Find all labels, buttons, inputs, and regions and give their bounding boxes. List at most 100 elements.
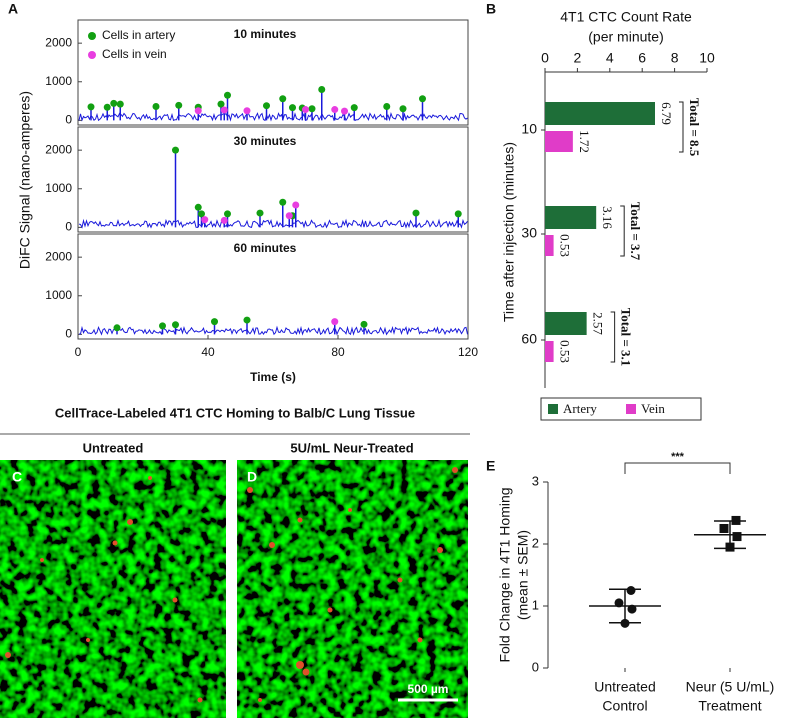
- image-caption: 5U/mL Neur-Treated: [290, 440, 413, 455]
- peak-marker: [87, 103, 95, 111]
- y-tick-label: 2000: [45, 142, 72, 156]
- peak-marker: [350, 104, 358, 112]
- data-point: [719, 524, 729, 533]
- value-label: 2.57: [591, 312, 606, 335]
- bar: [545, 312, 587, 335]
- peak-marker: [224, 210, 231, 218]
- bar: [545, 235, 554, 256]
- x-tick-label: Untreated: [594, 679, 655, 695]
- y-tick-label: 2000: [45, 35, 72, 49]
- x-tick-label: 120: [458, 345, 478, 359]
- significance-bracket: [624, 462, 731, 474]
- peak-marker: [419, 95, 426, 103]
- total-annotation: Total = 3.1: [619, 308, 634, 367]
- peak-marker: [172, 146, 179, 154]
- peak-marker: [331, 318, 339, 326]
- y-tick-label: 1000: [45, 181, 72, 195]
- y-tick-label: 3: [532, 473, 539, 488]
- peak-marker: [198, 210, 205, 218]
- peak-marker: [220, 216, 228, 224]
- data-point: [732, 532, 742, 542]
- legend-swatch: [548, 404, 558, 414]
- plot-frame: [77, 233, 469, 340]
- chart-subtitle: (per minute): [588, 29, 663, 45]
- legend-label: Cells in vein: [102, 47, 167, 61]
- peak-marker: [113, 324, 121, 332]
- y-tick-label: 10: [521, 121, 537, 137]
- x-axis-label: Time (s): [250, 370, 296, 384]
- panel-label: E: [486, 458, 495, 474]
- micrograph: [237, 460, 468, 718]
- subplot-title: 10 minutes: [234, 27, 297, 41]
- peak-marker: [220, 106, 228, 114]
- legend-label: Cells in artery: [102, 28, 175, 42]
- bar: [545, 102, 655, 125]
- y-tick-label: 1: [532, 597, 539, 612]
- peak-marker: [243, 316, 251, 324]
- y-tick-label: 2000: [45, 249, 72, 263]
- x-tick-label: 4: [606, 50, 614, 66]
- y-tick-label: 60: [521, 331, 537, 347]
- y-tick-label: 0: [65, 113, 72, 127]
- value-label: 0.53: [558, 340, 573, 363]
- x-tick-label: Treatment: [698, 698, 761, 714]
- peak-marker: [292, 201, 300, 209]
- baseline-noise: [78, 111, 468, 122]
- peak-marker: [110, 99, 118, 107]
- y-tick-label: 1000: [45, 74, 72, 88]
- peak-marker: [201, 216, 209, 224]
- panel-label: C: [12, 469, 22, 485]
- legend-label: Vein: [641, 401, 665, 416]
- peak-marker: [279, 95, 287, 103]
- legend-box: [540, 397, 702, 421]
- peak-marker: [263, 102, 270, 110]
- peak-marker: [211, 318, 218, 326]
- peak-marker: [302, 106, 309, 114]
- value-label: 0.53: [558, 234, 573, 257]
- peak-marker: [103, 103, 111, 111]
- y-tick-label: 0: [65, 327, 72, 341]
- total-annotation: Total = 8.5: [687, 98, 702, 157]
- x-tick-label: Control: [602, 698, 647, 714]
- significance-label: ***: [671, 451, 685, 463]
- data-point: [614, 598, 624, 608]
- peak-marker: [454, 210, 462, 218]
- peak-marker: [341, 107, 348, 115]
- peak-marker: [308, 105, 316, 113]
- y-tick-label: 1000: [45, 288, 72, 302]
- x-tick-label: Neur (5 U/mL): [686, 679, 775, 695]
- legend-marker: [88, 51, 96, 59]
- peak-marker: [285, 212, 293, 220]
- y-tick-label: 0: [65, 220, 72, 234]
- plot-frame: [77, 126, 469, 233]
- panel-label: D: [247, 469, 257, 485]
- legend-label: Artery: [563, 401, 597, 416]
- x-tick-label: 10: [699, 50, 715, 66]
- peak-marker: [194, 107, 202, 115]
- peak-marker: [331, 106, 339, 114]
- total-bracket: [620, 205, 625, 257]
- peak-marker: [256, 209, 264, 217]
- x-tick-label: 0: [75, 345, 82, 359]
- data-point: [626, 586, 636, 595]
- bar: [545, 341, 554, 362]
- image-caption: Untreated: [83, 440, 144, 455]
- peak-marker: [360, 320, 368, 328]
- peak-marker: [412, 209, 420, 217]
- value-label: 1.72: [577, 130, 592, 153]
- value-label: 6.79: [659, 102, 674, 125]
- y-axis-label: Time after injection (minutes): [501, 142, 517, 322]
- value-label: 3.16: [600, 206, 615, 229]
- plot-frame: [77, 19, 469, 126]
- panel-label: A: [8, 1, 18, 17]
- bar: [545, 206, 597, 229]
- data-point: [627, 604, 637, 614]
- y-axis-label: (mean ± SEM): [515, 530, 531, 620]
- panel-label: B: [486, 1, 496, 17]
- x-tick-label: 80: [331, 345, 345, 359]
- peak-marker: [194, 203, 202, 211]
- x-tick-label: 8: [671, 50, 679, 66]
- subplot-title: 60 minutes: [234, 241, 297, 255]
- peak-marker: [217, 100, 225, 108]
